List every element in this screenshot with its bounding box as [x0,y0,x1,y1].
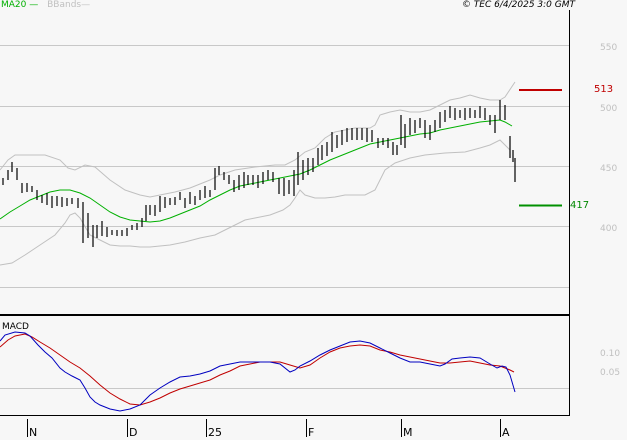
bband-lower [0,139,511,266]
price-label-500: 500 [600,104,618,114]
x-label-dec: D [129,426,138,439]
ma20-line [0,119,513,223]
support-label: 417 [570,200,590,211]
macd-title: MACD [2,322,29,332]
price-label-400: 400 [600,224,618,234]
macd-line [0,331,516,412]
macd-label-010: 0.10 [600,349,621,359]
x-label-mar: M [403,426,413,439]
x-label-apr: A [502,426,510,439]
x-label-2025: 25 [208,426,222,439]
x-label-feb: F [308,426,315,439]
macd-signal-line [0,333,515,406]
bband-upper [0,81,516,198]
resistance-label: 513 [594,84,614,95]
chart-legend: MA20 — BBands— [1,0,90,11]
macd-label-005: 0.05 [600,368,621,378]
legend-bbands: BBands— [47,0,91,10]
ohlc-bars [2,100,516,247]
price-label-450: 450 [600,164,618,174]
price-label-550: 550 [600,43,618,53]
price-grid [0,45,569,288]
x-label-nov: N [29,426,38,439]
copyright-timestamp: © TEC 6/4/2025 3:0 GMT [461,0,575,10]
legend-ma20: MA20 — [1,0,39,10]
